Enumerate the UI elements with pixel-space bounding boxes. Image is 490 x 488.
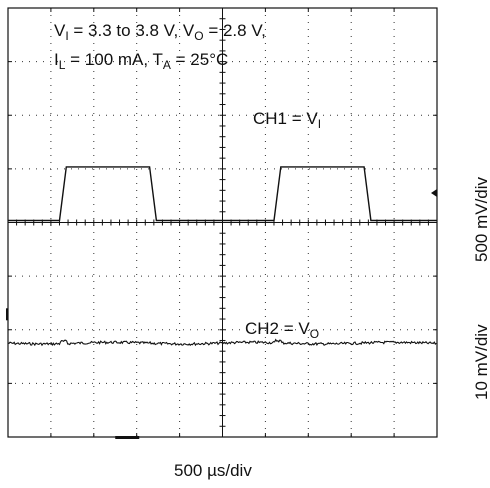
- ch2-level-marker: [6, 308, 8, 321]
- condition-line-2: IL = 100 mA, TA = 25°C: [54, 50, 229, 72]
- ch1-label: CH1 = VI: [253, 109, 322, 131]
- traces: [6, 166, 437, 439]
- condition-line-1: VI = 3.3 to 3.8 V, VO = 2.8 V,: [54, 21, 266, 43]
- ch1-scale-label: 500 mV/div: [472, 176, 490, 262]
- ch1-trace: [8, 166, 437, 222]
- trigger-marker: [115, 436, 140, 439]
- ch1-level-marker: [431, 189, 437, 198]
- time-scale-label: 500 µs/div: [174, 461, 252, 480]
- grid: [7, 7, 438, 438]
- ch2-label: CH2 = VO: [245, 319, 320, 341]
- ch2-trace: [7, 338, 437, 347]
- ch2-scale-label: 10 mV/div: [472, 324, 490, 400]
